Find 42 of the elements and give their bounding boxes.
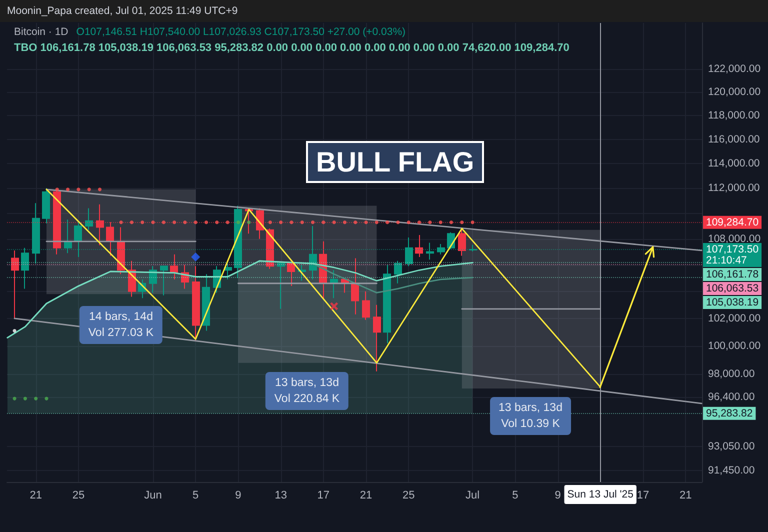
x-tick-label: 25 bbox=[402, 490, 415, 502]
x-tick-label: 5 bbox=[192, 490, 199, 502]
y-tick-label: 100,000.00 bbox=[708, 340, 761, 352]
annotation: 14 bars, 14d Vol 277.03 K bbox=[79, 306, 163, 344]
x-tick-label: 17 bbox=[317, 490, 330, 502]
y-tick-label: 93,050.00 bbox=[708, 440, 755, 452]
x-tick-label: Jul bbox=[466, 490, 480, 502]
ref-line-label: Sun 13 Jul '25 bbox=[567, 488, 634, 500]
annotation: 13 bars, 13d Vol 220.84 K bbox=[265, 372, 349, 410]
y-tick-label: 120,000.00 bbox=[708, 86, 761, 98]
x-tick-label: 21 bbox=[679, 490, 692, 502]
y-tick-label: 122,000.00 bbox=[708, 63, 761, 76]
annotation: 13 bars, 13d Vol 10.39 K bbox=[490, 397, 572, 435]
y-tick-label: 108,000.00 bbox=[708, 232, 761, 245]
x-tick-label: 13 bbox=[274, 490, 287, 502]
ref-line-label: 105,038.19 bbox=[706, 296, 759, 309]
annotation: O107,146.51 H107,540.00 L107,026.93 C107,173.50 +27.00 (+0.03%) bbox=[76, 26, 406, 38]
y-tick-label: 96,400.00 bbox=[708, 391, 755, 404]
y-tick-label: 102,000.00 bbox=[708, 312, 761, 324]
ref-line-label: 109,284.70 bbox=[706, 216, 759, 228]
x-tick-label: 9 bbox=[235, 490, 242, 502]
y-tick-label: 114,000.00 bbox=[708, 158, 760, 170]
y-tick-label: 118,000.00 bbox=[708, 109, 760, 122]
ref-line-label: 95,283.82 bbox=[706, 407, 753, 420]
y-tick-label: 91,450.00 bbox=[708, 464, 755, 477]
x-tick-label: 5 bbox=[512, 490, 518, 502]
text: Moonin_Papa created, Jul 01, 2025 11:49 UTC+9 bbox=[0, 0, 768, 22]
ref-line-label: 106,161.78 bbox=[706, 268, 759, 281]
x-tick-label: Jun bbox=[144, 490, 162, 502]
x-tick-label: 9 bbox=[554, 490, 561, 502]
y-tick-label: 116,000.00 bbox=[708, 133, 760, 146]
chart-subtitle: Bitcoin · 1D bbox=[14, 26, 68, 38]
ref-line-label: 106,063.53 bbox=[706, 282, 759, 295]
x-tick-label: 21 bbox=[360, 490, 372, 502]
x-tick-label: 21 bbox=[30, 490, 42, 502]
y-tick-label: 112,000.00 bbox=[708, 182, 760, 194]
ref-line-label: 107,173.50 21:10:47 bbox=[706, 244, 759, 267]
x-tick-label: 25 bbox=[72, 490, 85, 502]
text: BULL FLAG bbox=[316, 146, 474, 178]
x-tick-label: 17 bbox=[636, 490, 650, 502]
y-tick-label: 98,000.00 bbox=[708, 368, 755, 380]
annotation: TBO 106,161.78 105,038.19 106,063.53 95,283.82 0.00 0.00 0.00 0.00 0.00 0.00 0.00 0.00 74,620.00 109,284.70 bbox=[14, 42, 570, 54]
